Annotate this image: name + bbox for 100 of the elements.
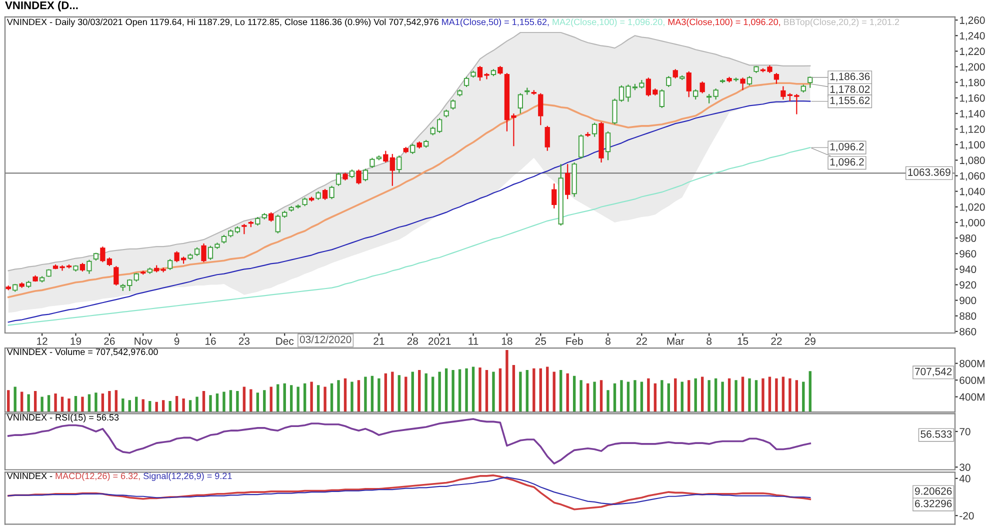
candlestick bbox=[740, 77, 746, 91]
chart-title: VNINDEX - Volume = 707,542,976.00 bbox=[6, 348, 158, 356]
text: MA2(Close,100) = 1,096.20, bbox=[552, 18, 664, 27]
candlestick bbox=[518, 92, 523, 114]
y-tick-label: 1,000 bbox=[960, 218, 985, 228]
x-tick-label: Feb bbox=[566, 337, 583, 345]
chart-title: VNINDEX - bbox=[6, 472, 52, 480]
y-tick-label: 1,140 bbox=[960, 110, 985, 119]
x-tick-label: Dec bbox=[276, 338, 294, 345]
text: 03/12/2020 bbox=[300, 336, 352, 344]
candlestick bbox=[450, 98, 456, 110]
y-tick-label: 940 bbox=[960, 266, 976, 274]
candlestick bbox=[686, 70, 692, 98]
x-tick-label: 16 bbox=[206, 337, 216, 345]
text: BBTop(Close,20,2) = 1,201.2 bbox=[784, 18, 900, 27]
y-tick-label: 30 bbox=[960, 464, 970, 471]
annotation: 56.533 bbox=[920, 430, 952, 438]
candlestick bbox=[538, 92, 544, 126]
y-tick-label: 880 bbox=[960, 312, 976, 320]
annotation: 1,186.36 bbox=[830, 72, 870, 82]
x-tick-label: 29 bbox=[804, 337, 816, 345]
y-tick-label: 960 bbox=[960, 250, 976, 258]
x-tick-label: Nov bbox=[134, 338, 152, 345]
candlestick bbox=[167, 258, 173, 270]
y-tick-label: 40 bbox=[959, 474, 970, 482]
x-tick-label: 25 bbox=[535, 337, 546, 345]
x-tick-label: 23 bbox=[238, 337, 250, 345]
x-tick-label: 22 bbox=[771, 337, 782, 345]
x-tick-label: 21 bbox=[374, 337, 384, 345]
candlestick bbox=[659, 88, 664, 109]
y-tick-label: 920 bbox=[960, 281, 976, 289]
candlestick bbox=[672, 68, 678, 79]
candlestick bbox=[666, 76, 672, 88]
y-tick-label: 860 bbox=[960, 328, 976, 336]
candlestick bbox=[410, 143, 416, 154]
line-series bbox=[8, 147, 811, 326]
y-tick-label: 1,020 bbox=[960, 203, 985, 212]
candlestick bbox=[370, 157, 375, 169]
candlestick bbox=[362, 168, 368, 182]
x-tick-label: 19 bbox=[70, 337, 82, 345]
y-tick-label: 1,080 bbox=[960, 156, 985, 166]
x-tick-label: 12 bbox=[37, 337, 48, 345]
y-tick-label: 1,160 bbox=[960, 94, 985, 103]
candlestick bbox=[396, 154, 402, 174]
line-series bbox=[8, 100, 811, 323]
candlestick bbox=[774, 72, 780, 84]
candlestick bbox=[693, 88, 698, 100]
candlestick bbox=[585, 132, 590, 138]
x-tick-label: 28 bbox=[407, 337, 418, 345]
candlestick bbox=[746, 76, 752, 86]
candlestick bbox=[565, 164, 570, 200]
x-tick-label: 22 bbox=[636, 337, 647, 345]
y-tick-label: 800M bbox=[960, 360, 984, 368]
annotation: 707,542 bbox=[915, 368, 952, 376]
series-label: Signal(12,26,9) = 9.21 bbox=[144, 472, 232, 481]
candlestick bbox=[578, 134, 584, 160]
chart-subtitle: VNINDEX (D... bbox=[5, 1, 78, 12]
candlestick bbox=[544, 125, 550, 152]
candlestick bbox=[201, 242, 206, 263]
candlestick bbox=[552, 182, 557, 209]
x-tick-label: 2021 bbox=[428, 337, 451, 345]
y-tick-label: -20 bbox=[960, 512, 974, 520]
line-series bbox=[8, 32, 811, 272]
x-tick-label: 26 bbox=[104, 337, 115, 345]
annotation: 1,178.02 bbox=[830, 86, 870, 94]
chart-title: VNINDEX - Daily 30/03/2021 Open 1179.64, Hi 1187.29, Lo 1172.85, Close 1186.36 (0.9%) Vol 707,542,976 bbox=[6, 18, 438, 27]
candlestick bbox=[268, 212, 274, 222]
candlestick bbox=[808, 76, 813, 88]
x-tick-label: 9 bbox=[174, 337, 180, 345]
annotation: 6.32296 bbox=[915, 500, 952, 508]
annotation: 1,096.2 bbox=[830, 142, 864, 152]
x-tick-label: 8 bbox=[706, 337, 712, 345]
candlestick bbox=[86, 259, 92, 274]
y-tick-label: 1,240 bbox=[960, 32, 985, 41]
candlestick bbox=[322, 188, 328, 200]
candlestick bbox=[383, 150, 388, 164]
y-tick-label: 1,180 bbox=[960, 78, 985, 88]
y-tick-label: 600M bbox=[960, 376, 984, 384]
candlestick bbox=[605, 130, 611, 161]
candlestick bbox=[114, 266, 119, 286]
x-tick-label: 11 bbox=[468, 338, 478, 345]
series-label: MACD(12,26) = 6.32, bbox=[56, 472, 140, 481]
annotation: 1,155.62 bbox=[830, 96, 870, 106]
chart-title: VNINDEX - RSI(15) = 56.53 bbox=[6, 414, 119, 422]
y-tick-label: 1,040 bbox=[960, 188, 985, 196]
candlestick bbox=[336, 172, 342, 186]
y-tick-label: 980 bbox=[960, 234, 976, 242]
text: MA1(Close,50) = 1,155.62, bbox=[442, 18, 549, 27]
annotation: 1,096.2 bbox=[830, 158, 864, 167]
line-series bbox=[7, 474, 812, 510]
annotation: 9.20626 bbox=[914, 487, 952, 495]
candlestick bbox=[390, 153, 395, 186]
y-tick-label: 1,220 bbox=[960, 48, 985, 56]
legend-label: MA3(Close,100) = 1,096.20, bbox=[668, 18, 780, 27]
y-tick-label: 1,120 bbox=[960, 126, 985, 134]
y-tick-label: 1,200 bbox=[960, 63, 985, 72]
y-tick-label: 1,260 bbox=[960, 16, 985, 26]
x-tick-label: 18 bbox=[502, 337, 512, 345]
y-tick-label: 1,060 bbox=[960, 172, 985, 181]
x-tick-label: Mar bbox=[667, 338, 684, 345]
